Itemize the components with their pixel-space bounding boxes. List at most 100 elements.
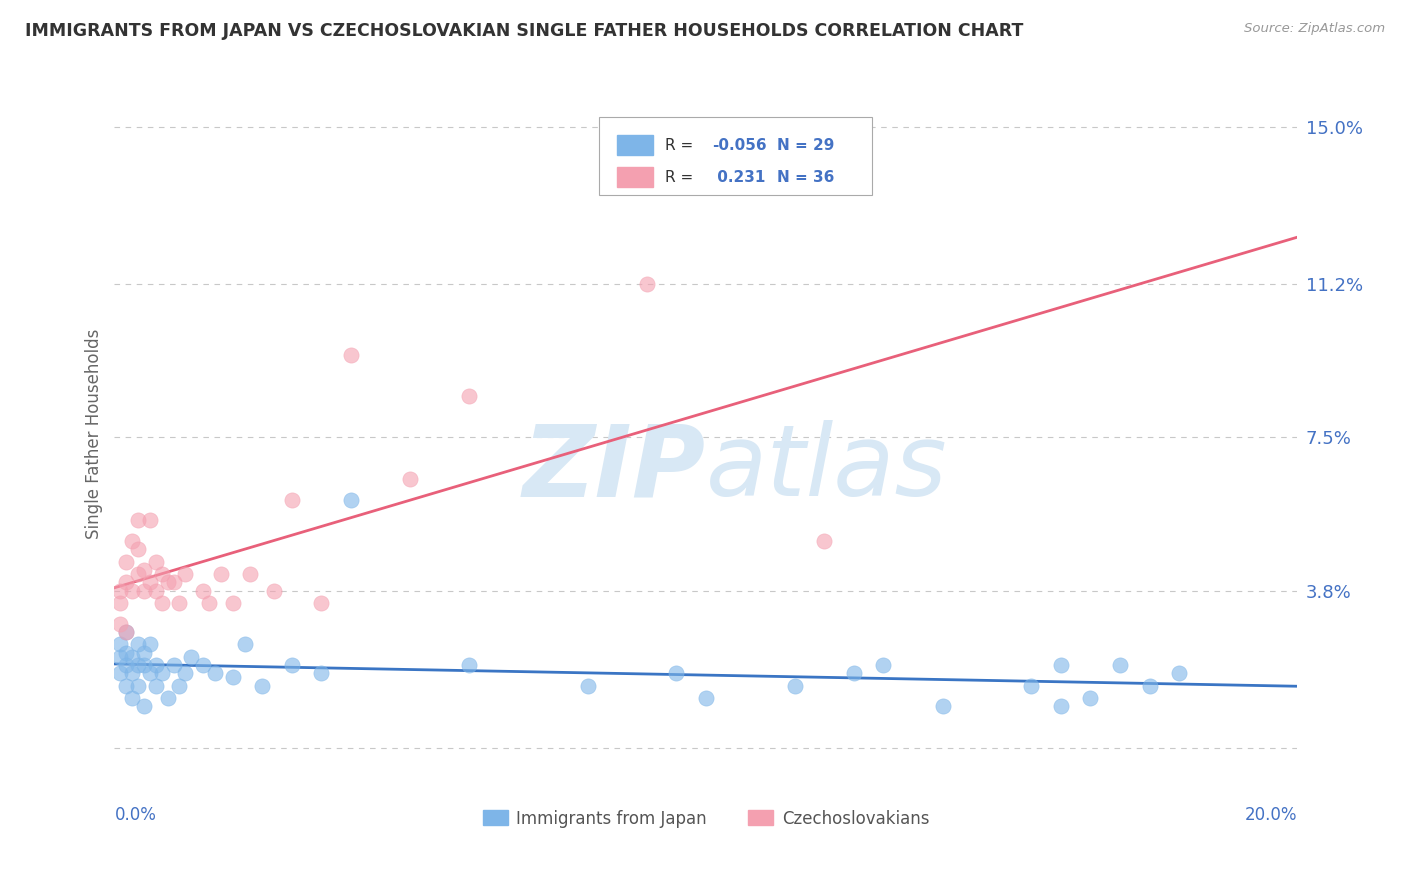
Point	[115, 658, 138, 673]
Point	[458, 389, 481, 403]
Point	[1049, 658, 1071, 673]
Text: R =: R =	[665, 137, 697, 153]
Point	[121, 649, 143, 664]
Point	[110, 666, 132, 681]
Point	[127, 658, 149, 673]
Point	[145, 583, 167, 598]
Point	[1168, 666, 1191, 681]
Point	[1019, 679, 1042, 693]
Point	[127, 542, 149, 557]
Point	[132, 563, 155, 577]
Point	[115, 575, 138, 590]
Point	[399, 472, 422, 486]
Point	[169, 679, 191, 693]
Point	[174, 666, 197, 681]
Point	[636, 277, 658, 292]
Text: -0.056: -0.056	[711, 137, 766, 153]
Point	[233, 637, 256, 651]
Point	[139, 637, 162, 651]
Text: N = 29: N = 29	[778, 137, 834, 153]
Point	[132, 699, 155, 714]
Text: 0.231: 0.231	[711, 169, 765, 185]
Point	[783, 679, 806, 693]
Point	[127, 513, 149, 527]
Point	[191, 583, 214, 598]
Point	[110, 596, 132, 610]
Point	[222, 671, 245, 685]
Point	[150, 596, 173, 610]
Point	[191, 658, 214, 673]
Point	[156, 691, 179, 706]
Point	[127, 567, 149, 582]
Point	[209, 567, 232, 582]
Point	[115, 624, 138, 639]
Text: 0.0%: 0.0%	[114, 805, 156, 824]
Point	[311, 596, 333, 610]
Point	[695, 691, 717, 706]
FancyBboxPatch shape	[617, 167, 652, 187]
Point	[145, 555, 167, 569]
Point	[1139, 679, 1161, 693]
Point	[150, 567, 173, 582]
Point	[139, 666, 162, 681]
Point	[872, 658, 894, 673]
Text: Source: ZipAtlas.com: Source: ZipAtlas.com	[1244, 22, 1385, 36]
Point	[115, 679, 138, 693]
Point	[115, 646, 138, 660]
Point	[239, 567, 262, 582]
Text: R =: R =	[665, 169, 697, 185]
Point	[842, 666, 865, 681]
Point	[162, 575, 184, 590]
Point	[813, 533, 835, 548]
Point	[204, 666, 226, 681]
Point	[115, 555, 138, 569]
Point	[281, 492, 304, 507]
Point	[180, 649, 202, 664]
Legend: Immigrants from Japan, Czechoslovakians: Immigrants from Japan, Czechoslovakians	[477, 803, 936, 834]
Point	[340, 492, 363, 507]
Point	[110, 616, 132, 631]
Point	[127, 637, 149, 651]
Point	[458, 658, 481, 673]
Point	[139, 513, 162, 527]
Point	[156, 575, 179, 590]
Point	[115, 624, 138, 639]
Point	[121, 666, 143, 681]
FancyBboxPatch shape	[617, 135, 652, 155]
Point	[198, 596, 221, 610]
Point	[132, 658, 155, 673]
Point	[340, 348, 363, 362]
Point	[139, 575, 162, 590]
Point	[110, 637, 132, 651]
Point	[127, 679, 149, 693]
FancyBboxPatch shape	[599, 117, 872, 194]
Y-axis label: Single Father Households: Single Father Households	[86, 328, 103, 539]
Point	[110, 649, 132, 664]
Point	[576, 679, 599, 693]
Point	[145, 658, 167, 673]
Point	[1080, 691, 1102, 706]
Point	[121, 533, 143, 548]
Point	[931, 699, 953, 714]
Point	[110, 583, 132, 598]
Point	[1049, 699, 1071, 714]
Point	[174, 567, 197, 582]
Point	[252, 679, 274, 693]
Point	[150, 666, 173, 681]
Text: IMMIGRANTS FROM JAPAN VS CZECHOSLOVAKIAN SINGLE FATHER HOUSEHOLDS CORRELATION CH: IMMIGRANTS FROM JAPAN VS CZECHOSLOVAKIAN…	[25, 22, 1024, 40]
Point	[145, 679, 167, 693]
Point	[1109, 658, 1132, 673]
Point	[121, 583, 143, 598]
Point	[281, 658, 304, 673]
Point	[222, 596, 245, 610]
Text: atlas: atlas	[706, 420, 948, 517]
Point	[121, 691, 143, 706]
Point	[311, 666, 333, 681]
Point	[665, 666, 688, 681]
Point	[132, 646, 155, 660]
Text: N = 36: N = 36	[778, 169, 834, 185]
Text: 20.0%: 20.0%	[1244, 805, 1298, 824]
Point	[263, 583, 285, 598]
Point	[162, 658, 184, 673]
Text: ZIP: ZIP	[523, 420, 706, 517]
